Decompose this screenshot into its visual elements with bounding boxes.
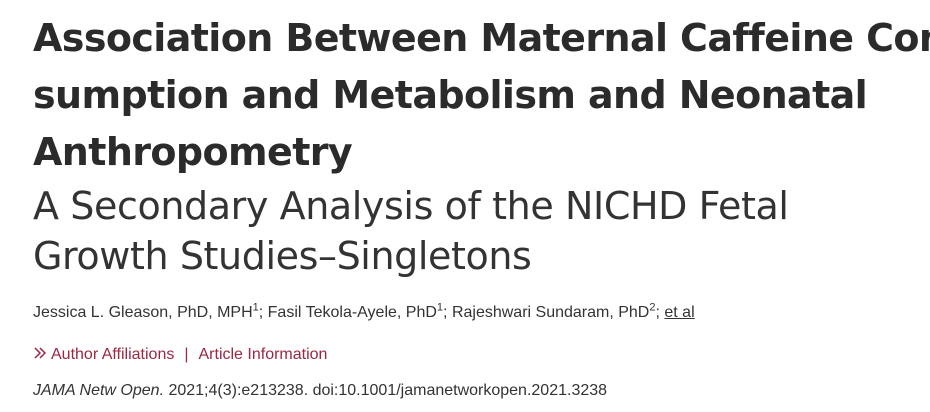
citation: JAMA Netw Open. 2021;4(3):e213238. doi:1… <box>33 379 607 403</box>
et-al-link[interactable]: et al <box>664 304 695 321</box>
author-separator: ; <box>655 304 665 321</box>
article-links: Author Affiliations | Article Information <box>33 343 327 368</box>
title-line: sumption and Metabolism and Neonatal <box>33 73 868 117</box>
title-line: Association Between Maternal Caffeine Co… <box>33 16 930 60</box>
author-name: Rajeshwari Sundaram, PhD <box>451 304 650 321</box>
subtitle-line: Growth Studies–Singletons <box>33 234 532 278</box>
author-separator: ; <box>443 304 452 321</box>
author-affiliations-link[interactable]: Author Affiliations <box>51 346 175 363</box>
affiliation-marker: 2 <box>649 301 656 314</box>
link-separator: | <box>184 346 189 363</box>
author-separator: ; <box>258 304 268 321</box>
double-chevron-right-icon <box>33 344 47 368</box>
affiliation-marker: 1 <box>436 301 444 314</box>
citation-journal: JAMA Netw Open. <box>33 382 165 399</box>
title-line: Anthropometry <box>33 130 353 174</box>
affiliation-marker: 1 <box>252 301 259 314</box>
citation-details: 2021;4(3):e213238. doi:10.1001/jamanetwo… <box>164 382 608 399</box>
author-list: Jessica L. Gleason, PhD, MPH1; Fasil Tek… <box>33 301 695 325</box>
author-name: Fasil Tekola-Ayele, PhD <box>267 304 437 321</box>
article-title: Association Between Maternal Caffeine Co… <box>33 10 930 181</box>
author-name: Jessica L. Gleason, PhD, MPH <box>33 304 253 321</box>
article-subtitle: A Secondary Analysis of the NICHD Fetal … <box>33 181 913 281</box>
article-information-link[interactable]: Article Information <box>198 346 328 363</box>
article-header: Association Between Maternal Caffeine Co… <box>33 10 930 281</box>
subtitle-line: A Secondary Analysis of the NICHD Fetal <box>33 184 789 228</box>
